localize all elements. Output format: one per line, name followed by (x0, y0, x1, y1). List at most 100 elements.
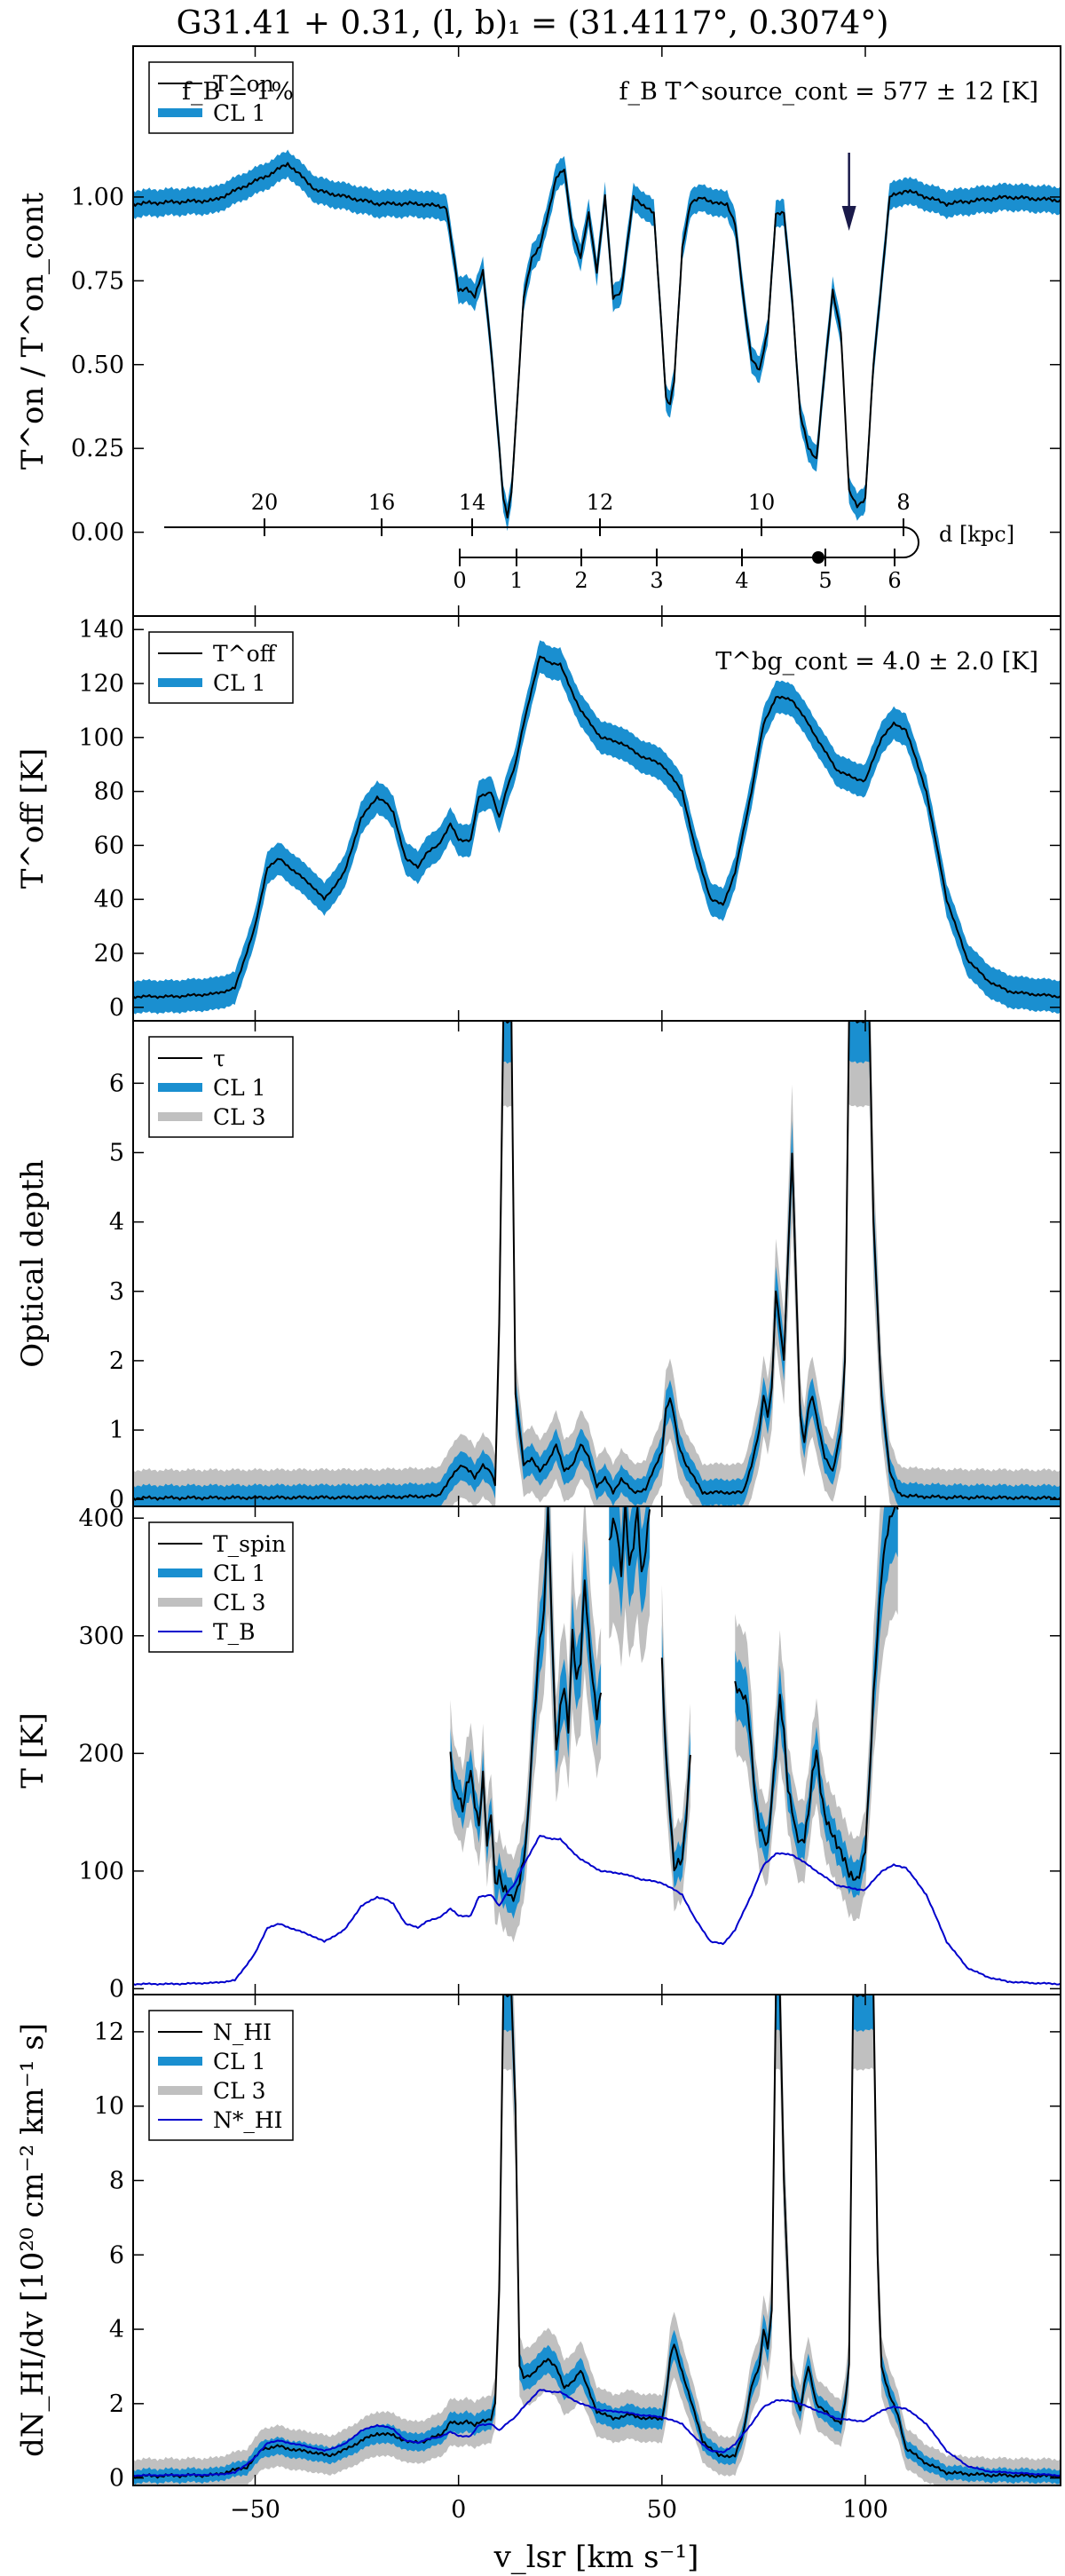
y-tick-label: 1 (109, 1417, 124, 1444)
y-tick-label: 0 (109, 994, 124, 1022)
panel-2: 0 20 40 60 80 100 120 140 T^off [K] T^off CL 1 T^bg… (15, 615, 1061, 1022)
y-tick-label: 120 (78, 670, 124, 698)
arrow-head (841, 206, 856, 231)
legend-label: T_B (213, 1619, 256, 1645)
panel-1: 0.00 0.25 0.50 0.75 1.00 T^on / T^on_cont T^on… (15, 45, 1061, 617)
y-tick-label: 4 (109, 2316, 124, 2343)
y-tick-label: 8 (109, 2167, 124, 2194)
far-distance-label: 16 (368, 490, 396, 515)
legend-label: CL 3 (213, 1104, 266, 1130)
legend-label: CL 1 (213, 670, 266, 696)
source-distance-marker (812, 551, 824, 564)
y-tick-label: 0 (109, 1975, 124, 2003)
y-tick-label: 100 (78, 1858, 124, 1885)
y-tick-label: 80 (94, 778, 124, 806)
tspin-line-seg-2 (660, 1657, 691, 1872)
y-tick-label: 6 (109, 2241, 124, 2269)
y-tick-label: 0 (109, 1486, 124, 1513)
tangent-turn (903, 526, 919, 558)
legend-label: T^off (213, 641, 278, 667)
legend-box (148, 631, 294, 704)
y-tick-label: 60 (94, 832, 124, 859)
far-distance-label: 10 (748, 490, 776, 515)
y-tick-label: 5 (109, 1139, 124, 1166)
tspin-line-seg-3 (734, 1506, 899, 1881)
y-axis-label-5: dN_HI/dv [10²⁰ cm⁻² km⁻¹ s] (15, 2023, 51, 2457)
y-tick-label: 4 (109, 1209, 124, 1237)
legend-label: CL 1 (213, 100, 266, 126)
x-tick-label: 0 (451, 2496, 466, 2524)
plot-area-2 (133, 640, 1061, 1015)
y-axis-label-2: T^off [K] (15, 748, 51, 889)
y-axis-label-1: T^on / T^on_cont (15, 193, 51, 470)
cl1-band-seg-3 (735, 1506, 898, 1898)
annotation-left: f_B = 1% (182, 78, 294, 106)
legend-label: CL 1 (213, 1075, 266, 1101)
x-tick-label: 50 (647, 2496, 677, 2524)
legend-1: T^on CL 1 (148, 61, 294, 134)
far-distance-label: 20 (251, 490, 279, 515)
y-tick-label: 0.25 (71, 435, 124, 462)
nstar-line (133, 2389, 1061, 2477)
main-line (133, 1021, 1061, 1501)
y-tick-label: 1.00 (71, 184, 124, 211)
near-distance-label: 0 (453, 568, 466, 593)
plot-area-3 (133, 1021, 1061, 1506)
y-tick-label: 2 (109, 1347, 124, 1375)
tspin-line-seg-0 (449, 1506, 603, 1902)
annotation-right: f_B T^source_cont = 577 ± 12 [K] (619, 78, 1038, 106)
y-tick-label: 300 (78, 1623, 124, 1650)
panel-5: 0 2 4 6 8 10 12 dN_HI/dv [10²⁰ cm⁻² km⁻¹ s] N_HI… (15, 1994, 1061, 2524)
plot-area-5 (133, 1995, 1061, 2485)
y-axis-label-4: T [K] (15, 1712, 51, 1788)
y-tick-label: 12 (94, 2019, 124, 2046)
y-tick-label: 0.00 (71, 519, 124, 547)
legend-3: τ CL 1 CL 3 (148, 1036, 294, 1138)
y-tick-label: 40 (94, 886, 124, 913)
legend-label: N_HI (213, 2019, 272, 2045)
cl1-band (133, 149, 1061, 532)
legend-label: CL 1 (213, 2049, 266, 2074)
figure-title: G31.41 + 0.31, (l, b)₁ = (31.4117°, 0.30… (177, 5, 889, 42)
legend-label: T^on (213, 71, 274, 97)
near-distance-label: 2 (574, 568, 588, 593)
panel-frame-5 (132, 1994, 1061, 2486)
legend-label: T_spin (213, 1531, 286, 1557)
plot-area-4 (133, 1506, 1061, 1986)
distance-unit-label: d [kpc] (939, 522, 1014, 547)
far-distance-label: 8 (896, 490, 910, 515)
near-distance-label: 3 (650, 568, 663, 593)
main-line (133, 162, 1061, 519)
near-distance-label: 4 (735, 568, 748, 593)
tb-line (133, 1835, 1061, 1986)
y-tick-label: 140 (78, 616, 124, 644)
legend-label: N*_HI (213, 2107, 283, 2133)
panel-3: 0 1 2 3 4 5 6 Optical depth τ CL 1 CL 3 (15, 1020, 1061, 1513)
y-tick-label: 100 (78, 724, 124, 752)
cl1-band (133, 640, 1061, 1015)
far-distance-label: 14 (459, 490, 486, 515)
far-distance-label: 12 (587, 490, 614, 515)
y-axis-label-3: Optical depth (15, 1159, 51, 1367)
plot-area-1 (133, 149, 1061, 532)
y-tick-label: 200 (78, 1740, 124, 1767)
legend-4: T_spin CL 1 CL 3 T_B (148, 1521, 294, 1653)
y-tick-label: 6 (109, 1070, 124, 1097)
near-distance-label: 1 (509, 568, 523, 593)
x-tick-label: 100 (842, 2496, 888, 2524)
panel-4: 0 100 200 300 400 T [K] T_spin CL 1 CL 3 T_B (15, 1505, 1061, 2003)
legend-box (148, 61, 294, 134)
main-line (133, 1995, 1061, 2479)
y-tick-label: 0.75 (71, 267, 124, 295)
legend-label: CL 3 (213, 2078, 266, 2104)
y-tick-label: 0.50 (71, 352, 124, 379)
x-axis-label: v_lsr [km s⁻¹] (493, 2540, 699, 2575)
annotation-right: T^bg_cont = 4.0 ± 2.0 [K] (715, 648, 1038, 676)
legend-2: T^off CL 1 (148, 631, 294, 704)
y-tick-label: 400 (78, 1505, 124, 1532)
near-distance-label: 6 (888, 568, 901, 593)
near-distance-label: 5 (818, 568, 832, 593)
cl3-band (133, 1021, 1061, 1506)
legend-label: τ (213, 1046, 225, 1071)
